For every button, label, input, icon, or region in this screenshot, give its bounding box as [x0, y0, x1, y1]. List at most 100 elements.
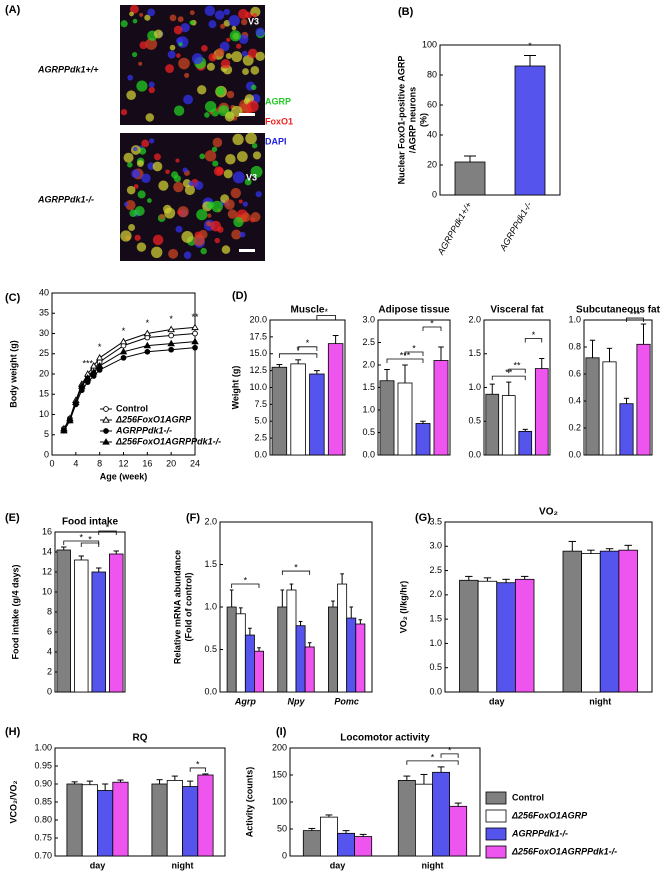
y-tick-label: 35 [39, 308, 49, 318]
cell [181, 230, 194, 243]
cell [188, 180, 194, 187]
bar [319, 816, 338, 857]
cell [214, 10, 225, 20]
cell [255, 191, 262, 198]
bar [290, 363, 306, 456]
x-tick-label: 8 [97, 458, 102, 468]
cell [126, 90, 136, 100]
bar [397, 780, 416, 857]
panel-label: (D) [232, 290, 248, 302]
cell [137, 190, 146, 199]
marker [102, 416, 110, 423]
y-tick-label: 200 [272, 742, 287, 752]
y-tick-label: 0.75 [34, 832, 52, 842]
y-tick-label: 1.5 [468, 348, 481, 358]
y-tick-label: 2.0 [362, 359, 375, 369]
cell [134, 206, 145, 217]
bar [514, 578, 535, 693]
cell [211, 200, 223, 213]
bar [91, 571, 106, 693]
bar [619, 403, 634, 456]
y-axis-label: Weight (g) [230, 366, 240, 410]
y-axis-label: /AGRP neurons [407, 87, 417, 153]
annotation: * [146, 318, 150, 328]
y-tick-label: 15 [39, 389, 49, 399]
cell [199, 153, 206, 160]
marker [120, 354, 127, 361]
cell [242, 68, 249, 75]
significance-bracket [491, 375, 526, 381]
cell [200, 247, 207, 255]
y-axis-label: Activity (counts) [244, 767, 254, 838]
y-tick-label: 0.4 [568, 395, 581, 405]
cell [152, 234, 164, 246]
cell [136, 80, 148, 92]
cell [165, 64, 175, 74]
cell [226, 90, 235, 99]
bar [501, 395, 516, 456]
cell [149, 138, 155, 144]
cell [211, 146, 218, 152]
annotation: * [169, 314, 173, 324]
marker [192, 344, 198, 351]
cell [252, 13, 258, 18]
marker [83, 374, 92, 381]
cell [134, 234, 141, 241]
x-tick-label: 24 [190, 458, 200, 468]
cell [236, 151, 248, 162]
bar [244, 634, 255, 693]
cell [241, 50, 248, 57]
x-tick-label: 4 [73, 458, 78, 468]
cell [225, 53, 232, 59]
cell [206, 62, 215, 71]
chart-title: Adipose tissue [378, 305, 450, 316]
significance-label: * [244, 575, 248, 585]
significance-bracket [508, 368, 526, 374]
cell [184, 184, 195, 196]
marker [167, 325, 175, 333]
bar [327, 343, 344, 456]
marker [143, 329, 152, 337]
cell [191, 53, 203, 65]
marker [95, 361, 104, 369]
y-tick-label: 20.0 [249, 314, 267, 324]
bar [151, 783, 168, 857]
cell [255, 51, 265, 62]
x-tick-label: day [489, 696, 505, 706]
bar [618, 549, 638, 693]
bar [328, 606, 338, 693]
significance-label: * [532, 330, 536, 340]
bar [337, 832, 356, 857]
y-tick-label: 0.95 [34, 760, 52, 770]
panel-label: (I) [276, 726, 287, 738]
legend-label: Δ256FoxO1AGRPPdk1-/- [511, 846, 617, 856]
cell [204, 5, 216, 17]
y-tick-label: 2.5 [362, 337, 375, 347]
legend-swatch [485, 845, 507, 859]
plot-frame [583, 319, 653, 456]
legend-swatch [485, 791, 507, 805]
cell [173, 25, 183, 35]
bar [355, 623, 366, 693]
marker [95, 353, 104, 361]
cell [153, 153, 161, 161]
x-tick-label: 20 [166, 458, 176, 468]
y-tick-label: 1.0 [204, 601, 217, 611]
cell [193, 234, 205, 246]
cell [139, 12, 144, 17]
y-tick-label: 6 [47, 626, 52, 636]
y-tick-label: 1.5 [429, 614, 442, 624]
legend-label: Δ256FoxO1AGRPPdk1-/- [115, 436, 221, 446]
cell [223, 8, 231, 16]
cell [136, 242, 147, 252]
cell [128, 224, 136, 231]
x-tick-label: Agrp [234, 696, 256, 706]
x-tick-label: 16 [142, 458, 152, 468]
panel-label: (E) [5, 512, 20, 524]
stain-label: DAPI [265, 136, 287, 146]
cell [251, 142, 258, 149]
panel-label: (H) [5, 726, 21, 738]
cell [223, 169, 233, 179]
y-tick-label: 12.5 [249, 365, 267, 375]
